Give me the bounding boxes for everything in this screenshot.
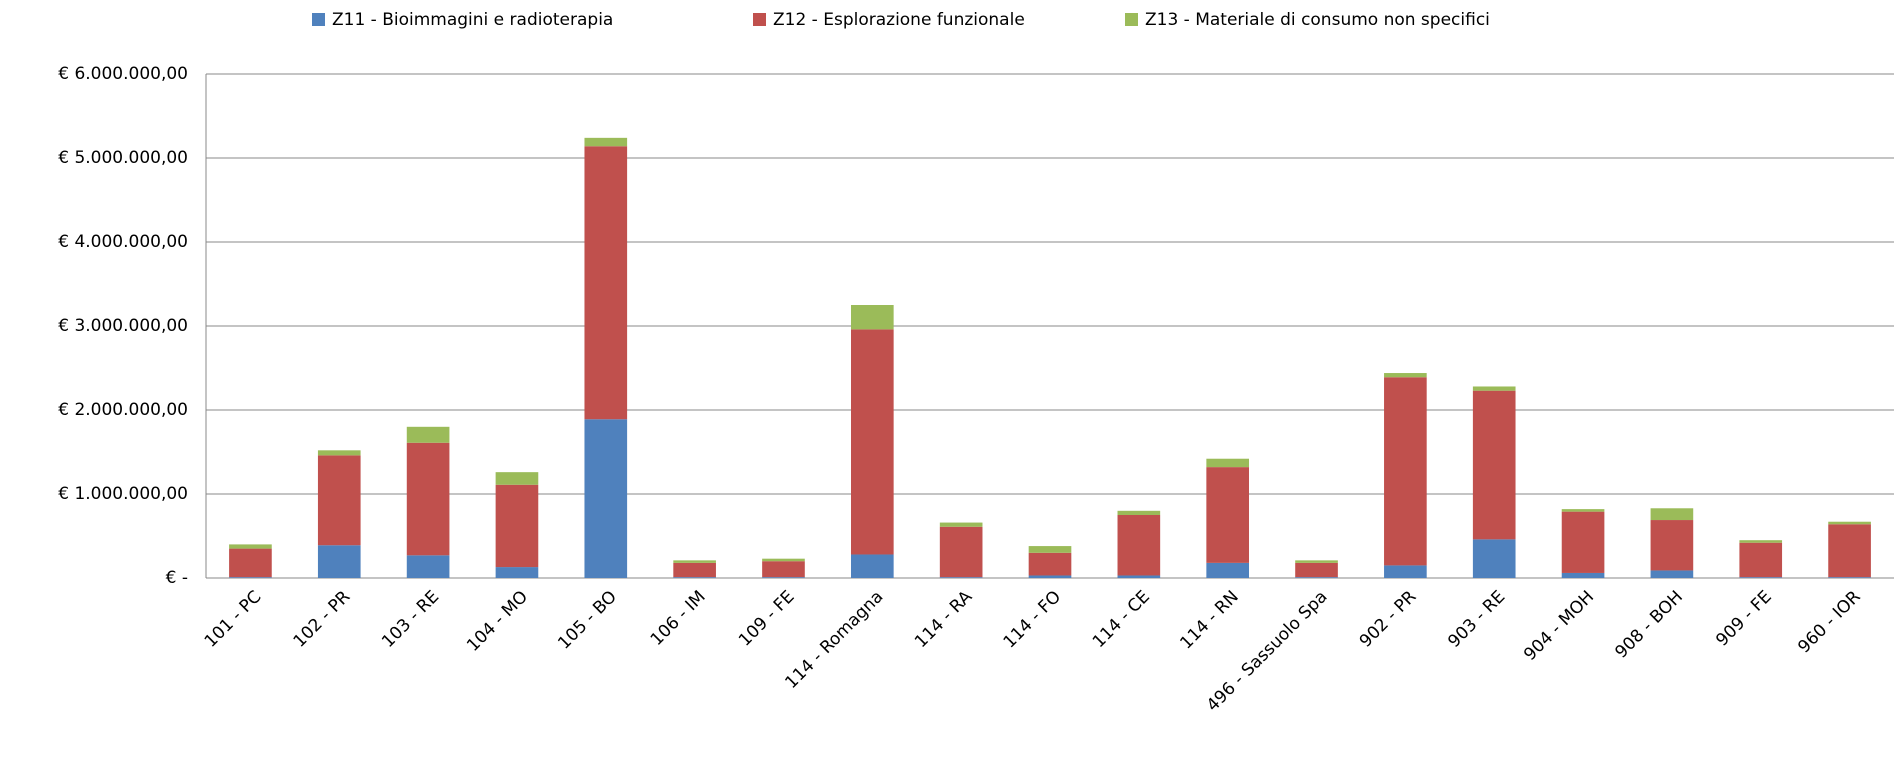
x-tick-label: 903 - RE [1444,587,1509,652]
bar-segment [1650,508,1694,521]
bar-segment [1828,577,1871,578]
y-tick-label: € 4.000.000,00 [58,232,188,252]
bar-segment [1739,577,1783,578]
bar-segment [1206,562,1250,578]
bar-segment [1384,565,1427,578]
bar-segment [495,484,539,568]
bar-segment [584,146,628,420]
bar-segment [584,137,628,147]
legend-label: Z11 - Bioimmagini e radioterapia [332,10,613,30]
bar-segment [762,561,805,578]
bar-segment [1739,542,1783,578]
bar-segment [1295,562,1338,578]
x-tick-label: 103 - RE [378,587,443,652]
bar-segment [317,450,361,456]
legend-swatch [312,13,325,26]
bar-segment [939,577,983,578]
x-tick-label: 902 - PR [1356,587,1421,652]
x-tick-label: 109 - FE [735,587,799,651]
legend-label: Z12 - Esplorazione funzionale [773,10,1025,30]
bar-segment [317,455,361,546]
x-tick-label: 114 - RA [911,587,976,652]
bar-segment [762,558,805,562]
bar-segment [1472,386,1516,391]
bar-segment [1561,509,1605,512]
y-tick-label: € 3.000.000,00 [58,316,188,336]
x-tick-label: 102 - PR [290,587,355,652]
x-tick-label: 904 - MOH [1520,587,1598,665]
bar-segment [1206,458,1250,468]
x-tick-label: 960 - IOR [1794,587,1865,658]
bar-segment [1206,467,1250,563]
bar-segment [1561,572,1605,578]
legend-swatch [753,13,766,26]
bar-segment [1117,575,1161,578]
x-tick-label: 105 - BO [554,587,621,654]
x-tick-label: 101 - PC [201,587,266,652]
bar-segment [495,567,539,578]
bar-segment [317,545,361,578]
bar-segment [850,329,894,555]
bar-segment [1295,577,1338,578]
bar-segment [850,554,894,578]
bar-segment [673,562,716,578]
legend-label: Z13 - Materiale di consumo non specifici [1145,10,1490,30]
legend-swatch [1125,13,1138,26]
bar-segment [1028,552,1072,576]
bar-segment [762,577,805,578]
bar-segment [1828,524,1871,578]
y-tick-label: € - [166,568,188,588]
bar-segment [1384,377,1427,566]
bar-segment [1028,546,1072,553]
bar-segment [850,305,894,330]
x-tick-label: 908 - BOH [1611,587,1687,663]
bar-segment [229,548,272,578]
x-tick-label: 114 - FO [1000,587,1065,652]
bar-segment [406,555,450,578]
bar-segment [584,419,628,578]
bar-segment [495,472,539,485]
y-tick-label: € 5.000.000,00 [58,148,188,168]
bar-segment [1384,373,1427,378]
x-tick-label: 104 - MO [463,587,532,656]
bar-segment [229,544,272,549]
y-tick-label: € 6.000.000,00 [58,64,188,84]
x-tick-label: 114 - CE [1089,587,1154,652]
bar-segment [673,560,716,563]
y-tick-label: € 1.000.000,00 [58,484,188,504]
bar-segment [1295,560,1338,563]
bar-segment [1650,570,1694,578]
bar-segment [1117,510,1161,515]
bar-segment [229,577,272,578]
x-tick-label: 114 - RN [1176,587,1242,653]
bar-segment [406,442,450,556]
bar-segment [1561,511,1605,573]
x-tick-label: 909 - FE [1712,587,1776,651]
y-tick-label: € 2.000.000,00 [58,400,188,420]
bar-segment [1650,520,1694,571]
bar-segment [939,522,983,527]
x-tick-label: 106 - IM [647,587,710,650]
x-tick-label: 114 - Romagna [781,587,887,693]
bar-segment [673,577,716,578]
bar-segment [939,526,983,578]
bar-segment [1028,575,1072,578]
bar-segment [1117,515,1161,576]
bar-segment [1472,390,1516,540]
bar-segment [1739,540,1783,543]
bar-segment [406,426,450,443]
bar-segment [1828,521,1871,525]
bar-segment [1472,539,1516,578]
